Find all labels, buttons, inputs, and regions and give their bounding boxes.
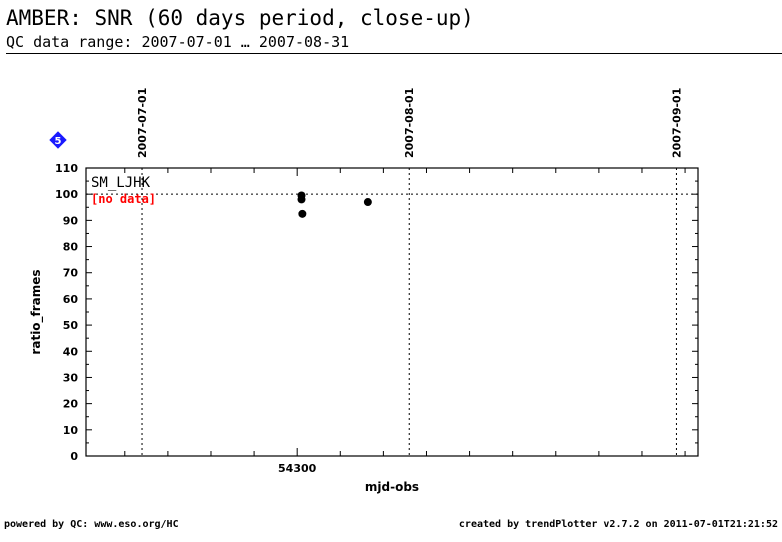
diamond-icon: 5: [49, 131, 67, 149]
y-tick-label: 90: [63, 214, 79, 227]
data-point: [297, 195, 306, 204]
data-point: [363, 198, 372, 207]
y-tick-label: 80: [63, 241, 79, 254]
plot-frame: [85, 167, 699, 457]
x-axis-label: mjd-obs: [365, 480, 419, 494]
data-point: [298, 209, 307, 218]
y-tick-label: 30: [63, 371, 79, 384]
series-label: SM_LJHK: [91, 175, 151, 191]
date-marker-label: 2007-07-01: [136, 88, 149, 158]
chart-title: AMBER: SNR (60 days period, close-up): [6, 6, 474, 30]
y-tick-label: 100: [55, 188, 78, 201]
y-tick-label: 0: [70, 450, 78, 463]
y-tick-label: 110: [55, 162, 78, 175]
y-tick-label: 70: [63, 267, 79, 280]
series-note: [no data]: [91, 192, 156, 206]
date-marker-label: 2007-08-01: [403, 88, 416, 158]
y-tick-label: 40: [63, 345, 79, 358]
x-tick-label: 54300: [278, 462, 317, 475]
y-axis-label: ratio_frames: [29, 269, 44, 354]
y-tick-label: 20: [63, 398, 79, 411]
y-tick-label: 60: [63, 293, 79, 306]
y-tick-label: 10: [63, 424, 79, 437]
title-divider: [6, 53, 782, 54]
y-tick-label: 50: [63, 319, 79, 332]
footer-created-by: created by trendPlotter v2.7.2 on 2011-0…: [458, 519, 778, 530]
badge-label: 5: [55, 136, 62, 147]
footer-powered-by: powered by QC: www.eso.org/HC: [4, 519, 179, 530]
chart-subtitle: QC data range: 2007-07-01 … 2007-08-31: [6, 33, 350, 51]
date-marker-label: 2007-09-01: [670, 88, 683, 158]
